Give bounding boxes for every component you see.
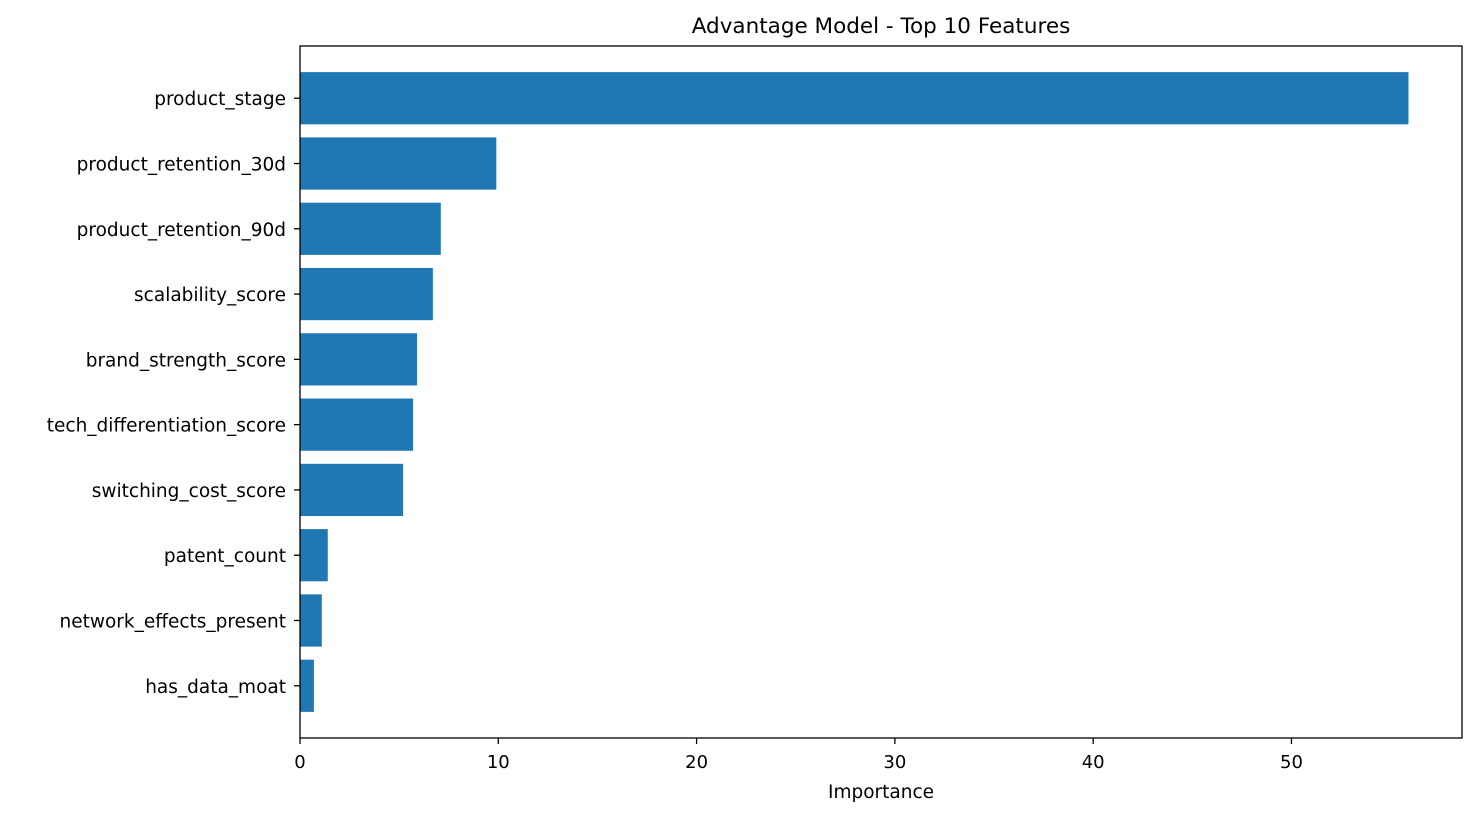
- x-tick-label: 50: [1280, 752, 1303, 773]
- y-tick-label: product_retention_90d: [77, 220, 286, 241]
- y-tick-label: product_stage: [154, 89, 286, 110]
- bar-tech-differentiation-score: [300, 398, 414, 451]
- y-tick-label: switching_cost_score: [92, 481, 286, 502]
- x-tick-label: 40: [1082, 752, 1105, 773]
- x-tick-label: 10: [487, 752, 510, 773]
- bar-has-data-moat: [300, 659, 314, 712]
- y-tick-label: tech_differentiation_score: [47, 416, 286, 437]
- bar-patent-count: [300, 529, 328, 582]
- chart-title: Advantage Model - Top 10 Features: [692, 14, 1071, 39]
- plot-frame: [299, 45, 1463, 739]
- bar-product-stage: [300, 72, 1409, 125]
- y-tick-label: has_data_moat: [145, 677, 286, 698]
- y-tick-label: network_effects_present: [59, 611, 286, 632]
- y-tick-label: brand_strength_score: [86, 350, 286, 371]
- y-tick-label: product_retention_30d: [77, 155, 286, 176]
- y-tick-label: patent_count: [164, 546, 286, 567]
- bar-product-retention-90d: [300, 202, 441, 255]
- bar-network-effects-present: [300, 594, 322, 647]
- bar-switching-cost-score: [300, 463, 404, 517]
- x-tick-label: 30: [883, 752, 906, 773]
- y-axis: product_stage product_retention_30dproduc…: [47, 89, 300, 698]
- x-tick-label: 20: [685, 752, 708, 773]
- y-tick-label: scalability_score: [134, 285, 286, 306]
- bars-group: [300, 72, 1409, 712]
- x-axis: 0 10 20 30 40 50: [294, 738, 1303, 773]
- x-axis-label: Importance: [828, 782, 934, 803]
- x-tick-label: 0: [294, 752, 305, 773]
- bar-product-retention-30d: [300, 137, 497, 190]
- bar-scalability-score: [300, 267, 433, 321]
- bar-brand-strength-score: [300, 333, 417, 386]
